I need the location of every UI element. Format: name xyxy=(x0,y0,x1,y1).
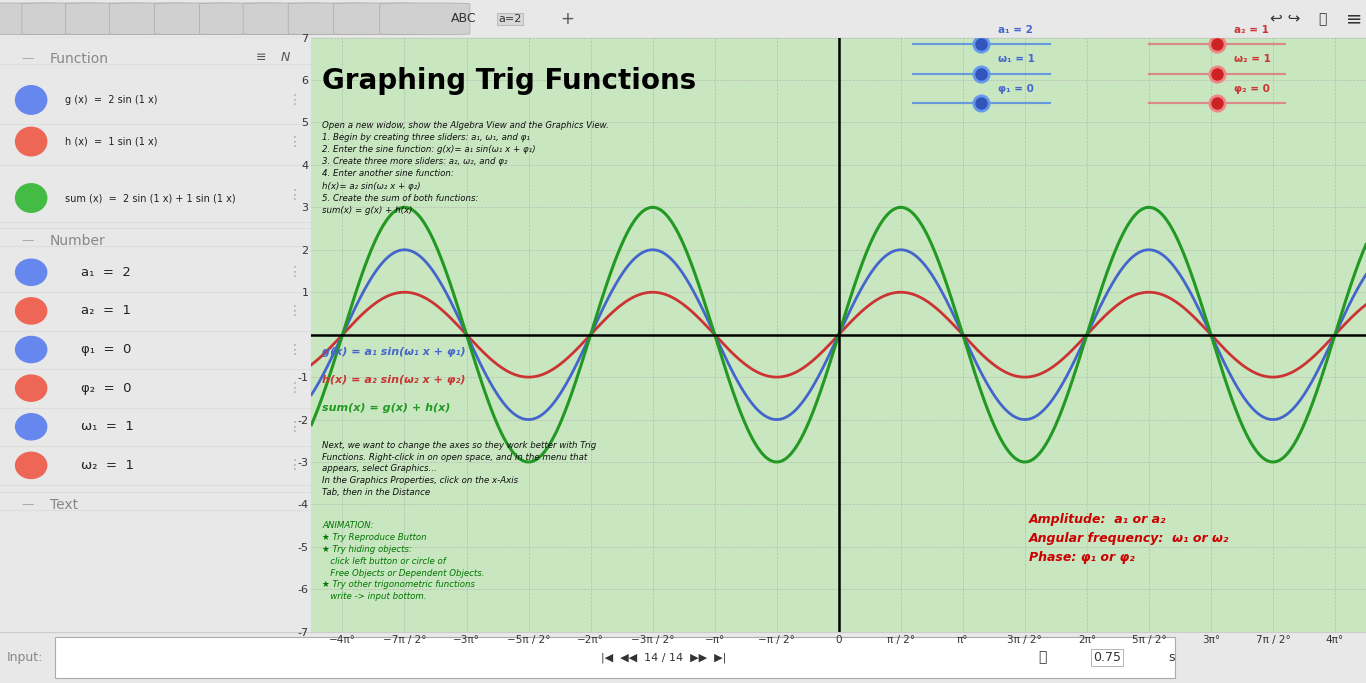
Ellipse shape xyxy=(15,127,46,156)
Text: ⋮: ⋮ xyxy=(288,265,302,279)
Text: Input:: Input: xyxy=(7,651,44,664)
Text: Function: Function xyxy=(49,53,109,66)
FancyBboxPatch shape xyxy=(66,3,156,35)
FancyBboxPatch shape xyxy=(55,637,1175,678)
Ellipse shape xyxy=(15,260,46,285)
Text: —: — xyxy=(22,53,34,66)
Text: a₂ = 1: a₂ = 1 xyxy=(1233,25,1269,35)
Text: ↩ ↪: ↩ ↪ xyxy=(1270,12,1300,26)
Text: h (x)  =  1 sin (1 x): h (x) = 1 sin (1 x) xyxy=(66,137,158,147)
FancyBboxPatch shape xyxy=(22,3,112,35)
Ellipse shape xyxy=(15,414,46,440)
Text: Graphing Trig Functions: Graphing Trig Functions xyxy=(322,68,697,95)
Text: ω₁ = 1: ω₁ = 1 xyxy=(999,55,1035,64)
Ellipse shape xyxy=(15,85,46,114)
Text: φ₂  =  0: φ₂ = 0 xyxy=(81,382,131,395)
Text: |◀  ◀◀  14 / 14  ▶▶  ▶|: |◀ ◀◀ 14 / 14 ▶▶ ▶| xyxy=(601,652,727,663)
Ellipse shape xyxy=(15,375,46,401)
Text: Next, we want to change the axes so they work better with Trig
Functions. Right-: Next, we want to change the axes so they… xyxy=(322,441,596,497)
Ellipse shape xyxy=(15,184,46,212)
Text: a₁  =  2: a₁ = 2 xyxy=(81,266,131,279)
Text: a=2: a=2 xyxy=(499,14,522,24)
Text: Open a new widow, show the Algebra View and the Graphics View.
1. Begin by creat: Open a new widow, show the Algebra View … xyxy=(322,121,609,215)
FancyBboxPatch shape xyxy=(109,3,199,35)
Text: s: s xyxy=(1168,651,1175,664)
Text: ≡: ≡ xyxy=(255,51,266,64)
Text: ⋮: ⋮ xyxy=(288,343,302,357)
Text: +: + xyxy=(560,10,574,28)
Text: ⋮: ⋮ xyxy=(288,420,302,434)
Text: ω₂  =  1: ω₂ = 1 xyxy=(81,459,134,472)
Text: Number: Number xyxy=(49,234,105,248)
Text: a₂  =  1: a₂ = 1 xyxy=(81,305,131,318)
Text: Text: Text xyxy=(49,498,78,512)
Text: ⋮: ⋮ xyxy=(288,93,302,107)
Text: N: N xyxy=(280,51,290,64)
Ellipse shape xyxy=(15,452,46,479)
Text: g(x) = a₁ sin(ω₁ x + φ₁): g(x) = a₁ sin(ω₁ x + φ₁) xyxy=(322,348,466,357)
Text: Amplitude:  a₁ or a₂
Angular frequency:  ω₁ or ω₂
Phase: φ₁ or φ₂: Amplitude: a₁ or a₂ Angular frequency: ω… xyxy=(1029,513,1229,564)
Text: ≡: ≡ xyxy=(1346,10,1362,28)
Text: ω₁  =  1: ω₁ = 1 xyxy=(81,420,134,433)
Text: ω₂ = 1: ω₂ = 1 xyxy=(1233,55,1270,64)
Text: —: — xyxy=(22,234,34,247)
Text: ABC: ABC xyxy=(451,12,477,25)
FancyBboxPatch shape xyxy=(333,3,423,35)
Text: ⋮: ⋮ xyxy=(288,458,302,473)
FancyBboxPatch shape xyxy=(154,3,245,35)
Text: a₁ = 2: a₁ = 2 xyxy=(999,25,1033,35)
FancyBboxPatch shape xyxy=(288,3,378,35)
Text: ANIMATION:
★ Try Reproduce Button
★ Try hiding objects:
   click left button or : ANIMATION: ★ Try Reproduce Button ★ Try … xyxy=(322,521,485,601)
Text: φ₁ = 0: φ₁ = 0 xyxy=(999,84,1034,94)
Text: 🔍: 🔍 xyxy=(1318,12,1326,26)
FancyBboxPatch shape xyxy=(243,3,333,35)
Text: φ₁  =  0: φ₁ = 0 xyxy=(81,343,131,356)
Text: sum (x)  =  2 sin (1 x) + 1 sin (1 x): sum (x) = 2 sin (1 x) + 1 sin (1 x) xyxy=(66,193,236,203)
Text: ⋮: ⋮ xyxy=(288,135,302,148)
Text: ⏸: ⏸ xyxy=(1038,650,1046,665)
FancyBboxPatch shape xyxy=(0,3,67,35)
Text: ⋮: ⋮ xyxy=(288,304,302,318)
Text: g (x)  =  2 sin (1 x): g (x) = 2 sin (1 x) xyxy=(66,95,158,105)
Text: h(x) = a₂ sin(ω₂ x + φ₂): h(x) = a₂ sin(ω₂ x + φ₂) xyxy=(322,375,466,385)
Text: 0.75: 0.75 xyxy=(1093,651,1120,664)
Text: sum(x) = g(x) + h(x): sum(x) = g(x) + h(x) xyxy=(322,402,451,413)
Text: —: — xyxy=(22,498,34,511)
FancyBboxPatch shape xyxy=(380,3,470,35)
Ellipse shape xyxy=(15,337,46,363)
FancyBboxPatch shape xyxy=(199,3,290,35)
Text: ⋮: ⋮ xyxy=(288,381,302,395)
Text: φ₂ = 0: φ₂ = 0 xyxy=(1233,84,1270,94)
Ellipse shape xyxy=(15,298,46,324)
Text: ⋮: ⋮ xyxy=(288,188,302,202)
